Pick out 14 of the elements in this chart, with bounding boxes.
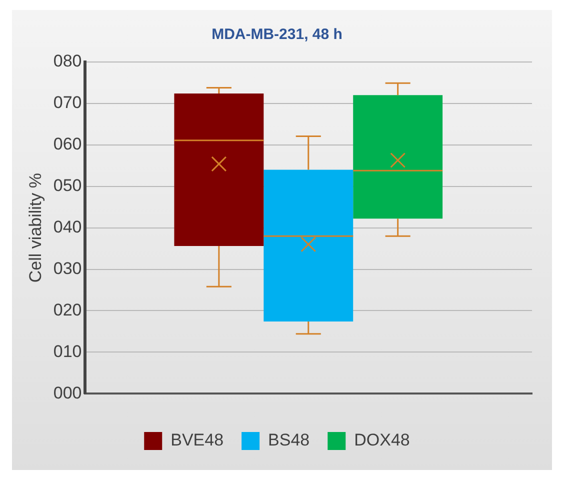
chart-title: MDA-MB-231, 48 h xyxy=(212,26,342,44)
legend-label: BS48 xyxy=(268,430,310,450)
y-tick-label: 000 xyxy=(53,383,82,402)
y-tick-label: 060 xyxy=(53,134,82,154)
y-tick-label: 010 xyxy=(53,342,82,361)
y-tick-label: 040 xyxy=(53,217,82,236)
legend-label: BVE48 xyxy=(170,430,224,450)
y-tick-label: 080 xyxy=(53,52,82,71)
y-tick-label: 030 xyxy=(53,258,82,278)
y-tick-label: 050 xyxy=(53,176,82,196)
y-tick-label: 070 xyxy=(53,93,82,112)
y-tick-label: 020 xyxy=(53,300,82,320)
legend-label: DOX48 xyxy=(354,430,410,450)
y-axis-title: Cell viability % xyxy=(26,173,45,283)
